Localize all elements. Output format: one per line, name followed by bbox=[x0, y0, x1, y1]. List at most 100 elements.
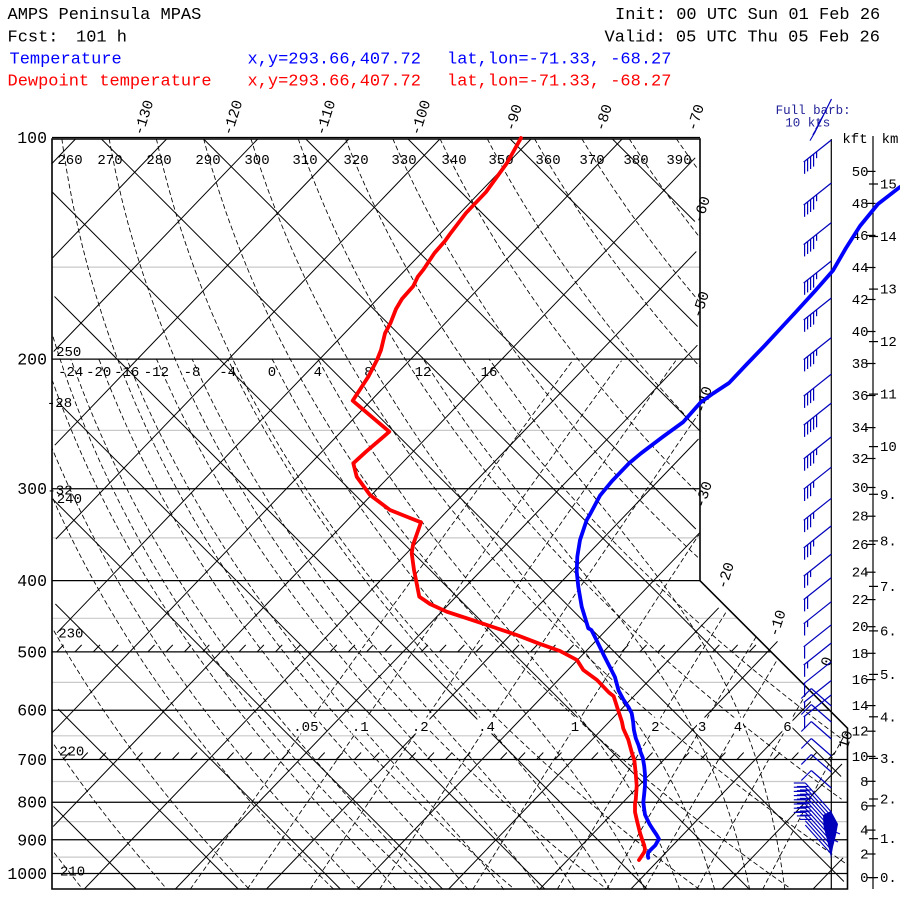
svg-text:330: 330 bbox=[391, 153, 416, 169]
svg-text:4.: 4. bbox=[880, 710, 897, 726]
svg-text:14.: 14. bbox=[880, 230, 900, 246]
svg-text:8: 8 bbox=[860, 775, 868, 791]
svg-text:700: 700 bbox=[17, 751, 47, 770]
svg-text:lat,lon=-71.33, -68.27: lat,lon=-71.33, -68.27 bbox=[447, 51, 671, 70]
svg-text:6: 6 bbox=[783, 720, 791, 736]
svg-text:210: 210 bbox=[60, 865, 85, 881]
svg-text:100: 100 bbox=[17, 129, 47, 148]
svg-text:38: 38 bbox=[852, 357, 869, 373]
svg-text:26: 26 bbox=[852, 538, 869, 554]
svg-text:300: 300 bbox=[17, 480, 47, 499]
svg-text:8.: 8. bbox=[880, 534, 897, 550]
svg-text:.2: .2 bbox=[412, 720, 429, 736]
svg-text:360: 360 bbox=[535, 153, 560, 169]
svg-text:-24: -24 bbox=[58, 365, 83, 381]
svg-text:101 h: 101 h bbox=[76, 29, 127, 48]
svg-text:260: 260 bbox=[57, 153, 82, 169]
svg-text:20: 20 bbox=[852, 620, 869, 636]
svg-text:10: 10 bbox=[836, 729, 858, 751]
svg-text:800: 800 bbox=[17, 794, 47, 813]
svg-text:3: 3 bbox=[698, 720, 706, 736]
svg-text:250: 250 bbox=[56, 345, 81, 361]
svg-text:-16: -16 bbox=[114, 365, 139, 381]
svg-text:340: 340 bbox=[441, 153, 466, 169]
svg-text:6.: 6. bbox=[880, 624, 897, 640]
svg-text:30: 30 bbox=[852, 481, 869, 497]
svg-text:1: 1 bbox=[571, 720, 579, 736]
svg-text:50: 50 bbox=[852, 165, 869, 181]
svg-text:Temperature: Temperature bbox=[10, 51, 122, 70]
svg-text:12: 12 bbox=[852, 725, 869, 741]
svg-text:-12: -12 bbox=[144, 365, 169, 381]
svg-text:200: 200 bbox=[17, 351, 47, 370]
svg-text:32: 32 bbox=[852, 452, 869, 468]
svg-text:3.: 3. bbox=[880, 752, 897, 768]
svg-text:-32: -32 bbox=[47, 484, 72, 500]
svg-text:-28: -28 bbox=[47, 396, 72, 412]
svg-text:11.: 11. bbox=[880, 388, 900, 404]
svg-text:380: 380 bbox=[623, 153, 648, 169]
svg-text:300: 300 bbox=[244, 153, 269, 169]
svg-text:500: 500 bbox=[17, 643, 47, 662]
svg-text:Fcst:: Fcst: bbox=[8, 29, 59, 48]
svg-text:310: 310 bbox=[292, 153, 317, 169]
svg-text:Dewpoint temperature: Dewpoint temperature bbox=[8, 73, 212, 92]
svg-text:4: 4 bbox=[860, 824, 868, 840]
svg-text:44: 44 bbox=[852, 261, 869, 277]
svg-text:10 kts: 10 kts bbox=[785, 116, 830, 130]
svg-text:220: 220 bbox=[59, 745, 84, 761]
svg-text:1.: 1. bbox=[880, 832, 897, 848]
svg-text:4: 4 bbox=[314, 365, 322, 381]
svg-text:16: 16 bbox=[852, 673, 869, 689]
svg-text:400: 400 bbox=[17, 572, 47, 591]
svg-text:4: 4 bbox=[734, 720, 742, 736]
svg-text:2: 2 bbox=[860, 848, 868, 864]
svg-text:.4: .4 bbox=[478, 720, 495, 736]
svg-text:28: 28 bbox=[852, 510, 869, 526]
svg-text:Valid: 05 UTC Thu 05 Feb 26: Valid: 05 UTC Thu 05 Feb 26 bbox=[605, 29, 880, 48]
svg-text:9.: 9. bbox=[880, 488, 897, 504]
svg-text:34: 34 bbox=[852, 421, 869, 437]
svg-text:280: 280 bbox=[146, 153, 171, 169]
svg-text:270: 270 bbox=[97, 153, 122, 169]
svg-text:2: 2 bbox=[651, 720, 659, 736]
svg-text:240: 240 bbox=[57, 492, 82, 508]
svg-text:-8: -8 bbox=[184, 365, 201, 381]
svg-text:1000: 1000 bbox=[7, 865, 47, 884]
svg-text:-20: -20 bbox=[86, 365, 111, 381]
svg-text:12.: 12. bbox=[880, 335, 900, 351]
svg-text:-4: -4 bbox=[219, 365, 236, 381]
svg-text:AMPS Peninsula MPAS: AMPS Peninsula MPAS bbox=[8, 6, 202, 25]
svg-text:Init: 00 UTC Sun 01 Feb 26: Init: 00 UTC Sun 01 Feb 26 bbox=[615, 6, 880, 25]
svg-text:370: 370 bbox=[579, 153, 604, 169]
svg-text:36: 36 bbox=[852, 389, 869, 405]
svg-text:320: 320 bbox=[343, 153, 368, 169]
svg-text:2.: 2. bbox=[880, 793, 897, 809]
svg-text:48: 48 bbox=[852, 197, 869, 213]
svg-text:290: 290 bbox=[195, 153, 220, 169]
svg-text:5.: 5. bbox=[880, 668, 897, 684]
svg-text:km: km bbox=[882, 132, 899, 148]
svg-text:22: 22 bbox=[852, 593, 869, 609]
svg-text:16: 16 bbox=[481, 365, 498, 381]
svg-text:0.: 0. bbox=[880, 871, 897, 887]
svg-text:900: 900 bbox=[17, 831, 47, 850]
svg-text:600: 600 bbox=[17, 702, 47, 721]
svg-text:6: 6 bbox=[860, 799, 868, 815]
svg-text:12: 12 bbox=[415, 365, 432, 381]
svg-text:10.: 10. bbox=[880, 440, 900, 456]
svg-text:7.: 7. bbox=[880, 580, 897, 596]
svg-text:42: 42 bbox=[852, 293, 869, 309]
svg-text:18: 18 bbox=[852, 647, 869, 663]
svg-text:390: 390 bbox=[666, 153, 691, 169]
svg-text:.1: .1 bbox=[352, 720, 369, 736]
svg-text:Full barb:: Full barb: bbox=[776, 104, 851, 118]
svg-text:13.: 13. bbox=[880, 283, 900, 299]
svg-text:0: 0 bbox=[860, 871, 868, 887]
svg-text:kft: kft bbox=[842, 132, 867, 148]
svg-text:0: 0 bbox=[268, 365, 276, 381]
svg-text:x,y=293.66,407.72: x,y=293.66,407.72 bbox=[248, 73, 421, 92]
svg-text:14: 14 bbox=[852, 699, 869, 715]
svg-text:lat,lon=-71.33, -68.27: lat,lon=-71.33, -68.27 bbox=[447, 73, 671, 92]
svg-text:24: 24 bbox=[852, 566, 869, 582]
